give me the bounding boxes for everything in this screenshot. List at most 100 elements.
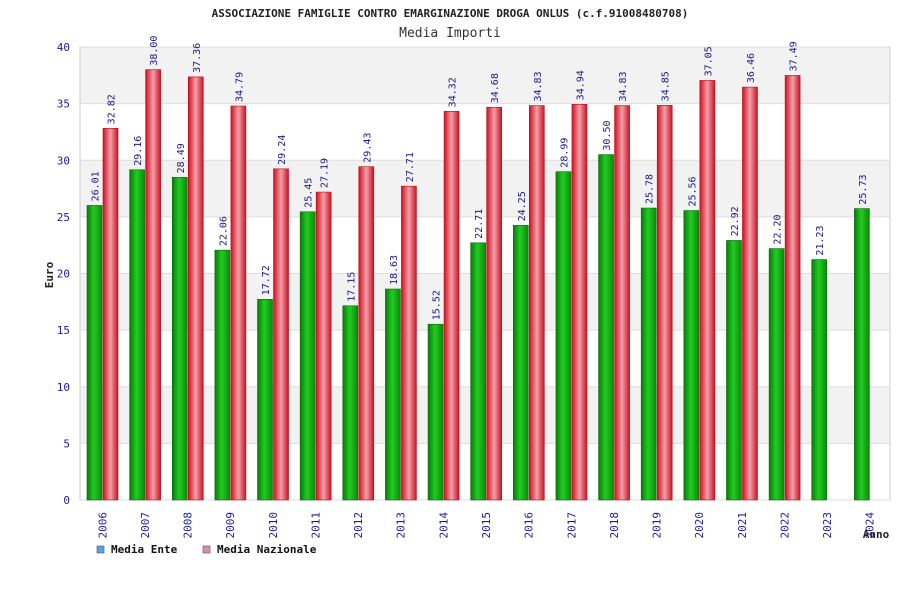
- value-label-media-ente: 24.25: [517, 191, 528, 221]
- bar-media-ente: [555, 171, 572, 501]
- value-label-media-nazionale: 34.79: [234, 72, 245, 102]
- value-label-media-ente: 21.23: [815, 225, 826, 255]
- bar-media-nazionale: [486, 106, 502, 501]
- bar-media-nazionale: [230, 105, 247, 501]
- x-axis-ticks: 2006 2007 2008 2009 2010 2011 2012 2013 2014 2015…: [96, 512, 876, 539]
- y-tick-label: 10: [57, 381, 70, 394]
- legend-swatch-media-ente: [96, 545, 105, 554]
- y-tick-label: 0: [63, 494, 70, 507]
- bar-media-ente: [299, 211, 316, 501]
- x-axis-title: Anno: [863, 528, 890, 541]
- value-label-media-nazionale: 27.19: [320, 158, 331, 188]
- y-tick-label: 30: [57, 154, 70, 167]
- x-tick-label: 2021: [736, 512, 749, 539]
- x-tick-label: 2015: [480, 512, 493, 539]
- bar-media-nazionale: [401, 185, 417, 501]
- legend: Media Ente Media Nazionale: [96, 543, 317, 556]
- x-tick-label: 2018: [608, 512, 621, 539]
- value-label-media-ente: 17.15: [346, 272, 357, 302]
- bar-media-ente: [726, 240, 742, 501]
- bars: [86, 69, 870, 501]
- bar-media-ente: [854, 208, 870, 501]
- legend-label-media-nazionale: Media Nazionale: [217, 543, 317, 556]
- x-tick-label: 2014: [437, 512, 450, 539]
- x-tick-label: 2006: [96, 512, 109, 539]
- chart-title: ASSOCIAZIONE FAMIGLIE CONTRO EMARGINAZIO…: [212, 7, 689, 20]
- value-label-media-nazionale: 37.36: [192, 43, 203, 73]
- value-label-media-ente: 18.63: [389, 255, 400, 285]
- x-tick-label: 2019: [651, 512, 664, 539]
- bar-media-nazionale: [273, 168, 289, 501]
- value-label-media-ente: 25.73: [858, 174, 869, 204]
- bar-media-ente: [683, 210, 700, 501]
- x-tick-label: 2011: [309, 512, 322, 539]
- value-label-media-ente: 22.06: [218, 216, 229, 246]
- x-tick-label: 2008: [182, 512, 195, 539]
- value-label-media-ente: 15.52: [432, 290, 443, 320]
- value-label-media-nazionale: 29.24: [277, 135, 288, 165]
- value-label-media-ente: 28.99: [559, 138, 570, 168]
- legend-swatch-media-nazionale: [202, 545, 211, 554]
- x-tick-label: 2023: [821, 512, 834, 539]
- x-tick-label: 2016: [523, 512, 536, 539]
- bar-media-nazionale: [529, 105, 545, 501]
- bar-media-nazionale: [145, 69, 161, 501]
- bar-media-nazionale: [742, 86, 758, 501]
- y-tick-label: 15: [57, 324, 70, 337]
- bar-media-ente: [768, 248, 785, 501]
- x-tick-label: 2009: [224, 512, 237, 539]
- bar-media-ente: [214, 249, 231, 501]
- y-axis-title: Euro: [43, 261, 56, 288]
- value-label-media-ente: 22.20: [773, 214, 784, 244]
- chart-subtitle: Media Importi: [399, 26, 501, 41]
- value-label-media-nazionale: 34.85: [661, 71, 672, 101]
- bar-media-nazionale: [187, 76, 204, 501]
- bar-media-nazionale: [571, 104, 588, 501]
- bar-media-nazionale: [614, 105, 630, 501]
- y-tick-label: 5: [63, 437, 70, 450]
- value-label-media-ente: 29.16: [133, 136, 144, 166]
- bar-media-ente: [257, 299, 273, 501]
- value-label-media-nazionale: 27.71: [405, 152, 416, 182]
- value-label-media-ente: 25.78: [645, 174, 656, 204]
- bar-media-ente: [470, 242, 486, 501]
- value-label-media-nazionale: 38.00: [149, 36, 160, 66]
- bar-media-ente: [427, 323, 444, 501]
- bar-media-ente: [598, 154, 614, 501]
- bar-media-nazionale: [699, 80, 716, 501]
- bar-media-ente: [342, 305, 359, 501]
- value-label-media-ente: 25.45: [304, 178, 315, 208]
- x-tick-label: 2022: [778, 512, 791, 539]
- value-label-media-nazionale: 34.32: [448, 77, 459, 107]
- value-label-media-nazionale: 34.83: [533, 71, 544, 101]
- bar-media-ente: [640, 207, 657, 501]
- value-label-media-nazionale: 34.68: [490, 73, 501, 103]
- value-label-media-ente: 26.01: [91, 171, 102, 201]
- x-tick-label: 2020: [693, 512, 706, 539]
- value-label-media-ente: 22.71: [474, 209, 485, 239]
- bar-media-nazionale: [784, 75, 801, 501]
- bar-media-ente: [385, 288, 401, 501]
- x-tick-label: 2012: [352, 512, 365, 539]
- x-tick-label: 2010: [267, 512, 280, 539]
- value-label-media-nazionale: 36.46: [746, 53, 757, 83]
- value-label-media-ente: 25.56: [687, 176, 698, 206]
- value-labels: 26.01 29.16 28.49 22.06 17.72 25.45 17.15 18.63…: [91, 36, 869, 321]
- x-tick-label: 2017: [565, 512, 578, 539]
- bar-media-ente: [171, 177, 188, 501]
- value-label-media-nazionale: 34.94: [575, 70, 586, 100]
- bar-media-ente: [86, 205, 103, 501]
- value-label-media-nazionale: 29.43: [362, 133, 373, 163]
- bar-media-ente: [513, 225, 529, 501]
- bar-media-ente: [129, 169, 145, 501]
- y-tick-label: 40: [57, 41, 70, 54]
- bar-media-nazionale: [102, 128, 119, 501]
- value-label-media-nazionale: 37.05: [703, 46, 714, 76]
- y-tick-label: 25: [57, 211, 70, 224]
- bar-media-ente: [811, 259, 828, 501]
- value-label-media-nazionale: 32.82: [107, 94, 118, 124]
- value-label-media-ente: 22.92: [730, 206, 741, 236]
- value-label-media-nazionale: 34.83: [618, 71, 629, 101]
- legend-label-media-ente: Media Ente: [111, 543, 178, 556]
